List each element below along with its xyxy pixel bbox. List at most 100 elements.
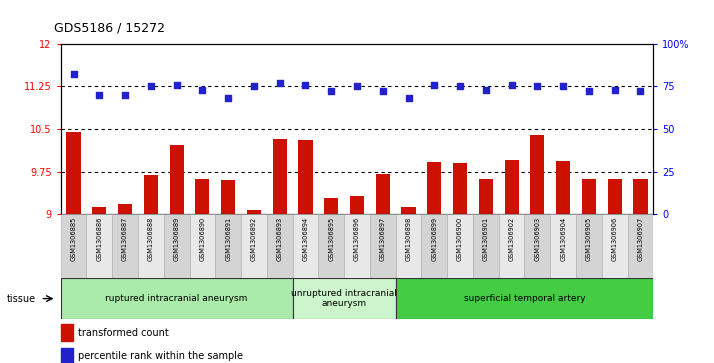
Text: GSM1306905: GSM1306905	[586, 217, 592, 261]
Bar	[216, 214, 241, 278]
Text: tissue: tissue	[7, 294, 36, 303]
Point	[326, 89, 337, 94]
Bar	[427, 162, 441, 214]
Point	[532, 83, 543, 89]
Text: GSM1306887: GSM1306887	[122, 217, 128, 261]
Text: GSM1306907: GSM1306907	[638, 217, 643, 261]
Bar	[112, 214, 138, 278]
Bar	[196, 179, 209, 214]
Text: GSM1306903: GSM1306903	[534, 217, 540, 261]
Text: GSM1306895: GSM1306895	[328, 217, 334, 261]
Bar	[608, 179, 622, 214]
Point	[583, 89, 595, 94]
Text: transformed count: transformed count	[79, 328, 169, 338]
Text: GSM1306886: GSM1306886	[96, 217, 102, 261]
Bar	[550, 214, 576, 278]
Text: GSM1306904: GSM1306904	[560, 217, 566, 261]
Bar	[164, 214, 189, 278]
Bar	[582, 179, 596, 214]
Point	[609, 87, 620, 93]
Text: GSM1306885: GSM1306885	[71, 217, 76, 261]
Bar	[293, 214, 318, 278]
Bar	[633, 179, 648, 214]
Point	[454, 83, 466, 89]
Point	[635, 89, 646, 94]
Bar	[531, 135, 545, 214]
Bar	[267, 214, 293, 278]
Bar	[247, 209, 261, 214]
Text: GSM1306891: GSM1306891	[225, 217, 231, 261]
Bar	[61, 214, 86, 278]
Point	[300, 82, 311, 87]
Text: GSM1306900: GSM1306900	[457, 217, 463, 261]
Bar	[293, 278, 396, 319]
Text: GSM1306893: GSM1306893	[277, 217, 283, 261]
Bar	[86, 214, 112, 278]
Bar	[298, 140, 313, 214]
Text: percentile rank within the sample: percentile rank within the sample	[79, 351, 243, 361]
Bar	[401, 207, 416, 214]
Bar	[221, 180, 235, 214]
Point	[480, 87, 491, 93]
Point	[223, 95, 234, 101]
Text: GDS5186 / 15272: GDS5186 / 15272	[54, 22, 164, 35]
Bar	[479, 179, 493, 214]
Text: superficial temporal artery: superficial temporal artery	[463, 294, 585, 303]
Bar	[61, 348, 73, 363]
Bar	[453, 163, 467, 214]
Text: GSM1306898: GSM1306898	[406, 217, 411, 261]
Text: GSM1306897: GSM1306897	[380, 217, 386, 261]
Bar	[576, 214, 602, 278]
Point	[274, 80, 286, 86]
Bar	[241, 214, 267, 278]
Bar	[525, 214, 550, 278]
Bar	[169, 145, 183, 214]
Bar	[144, 175, 158, 214]
Bar	[61, 324, 73, 340]
Text: GSM1306892: GSM1306892	[251, 217, 257, 261]
Bar	[421, 214, 447, 278]
Point	[377, 89, 388, 94]
Text: GSM1306889: GSM1306889	[174, 217, 180, 261]
Point	[94, 92, 105, 98]
Text: GSM1306890: GSM1306890	[199, 217, 206, 261]
Bar	[376, 174, 390, 214]
Bar	[273, 139, 287, 214]
Bar	[370, 214, 396, 278]
Point	[119, 92, 131, 98]
Text: ruptured intracranial aneurysm: ruptured intracranial aneurysm	[106, 294, 248, 303]
Text: GSM1306906: GSM1306906	[612, 217, 618, 261]
Text: GSM1306888: GSM1306888	[148, 217, 154, 261]
Point	[506, 82, 518, 87]
Text: GSM1306894: GSM1306894	[303, 217, 308, 261]
Bar	[138, 214, 164, 278]
Point	[351, 83, 363, 89]
Bar	[628, 214, 653, 278]
Bar	[498, 214, 525, 278]
Bar	[318, 214, 344, 278]
Bar	[447, 214, 473, 278]
Text: GSM1306901: GSM1306901	[483, 217, 489, 261]
Bar	[350, 196, 364, 214]
Point	[196, 87, 208, 93]
Point	[68, 72, 79, 77]
Bar	[324, 198, 338, 214]
Bar	[505, 160, 518, 214]
Bar	[118, 204, 132, 214]
Bar	[66, 132, 81, 214]
Bar	[396, 214, 421, 278]
Point	[145, 83, 156, 89]
Bar	[396, 278, 653, 319]
Bar	[189, 214, 216, 278]
Text: GSM1306899: GSM1306899	[431, 217, 437, 261]
Text: GSM1306896: GSM1306896	[354, 217, 360, 261]
Point	[428, 82, 440, 87]
Bar	[602, 214, 628, 278]
Text: unruptured intracranial
aneurysm: unruptured intracranial aneurysm	[291, 289, 397, 308]
Bar	[344, 214, 370, 278]
Bar	[473, 214, 498, 278]
Point	[403, 95, 414, 101]
Point	[248, 83, 260, 89]
Point	[171, 82, 182, 87]
Bar	[61, 278, 293, 319]
